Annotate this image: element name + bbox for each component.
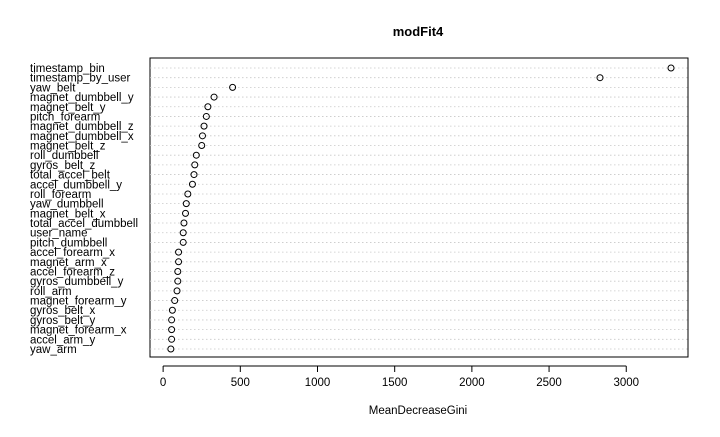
- data-point: [184, 190, 192, 198]
- data-points: [167, 64, 675, 353]
- data-point: [210, 93, 218, 101]
- data-point: [667, 64, 675, 72]
- category-label: gyros_belt_x: [30, 305, 95, 317]
- data-point: [168, 306, 176, 314]
- category-label: total_accel_dumbbell: [30, 218, 138, 230]
- data-point: [168, 335, 176, 343]
- category-label: roll_arm: [30, 286, 72, 298]
- category-label: total_accel_belt: [30, 170, 111, 182]
- category-label: pitch_dumbbell: [30, 237, 107, 249]
- data-point: [180, 219, 188, 227]
- category-label: yaw_arm: [30, 344, 77, 356]
- data-point: [204, 103, 212, 111]
- category-label: pitch_forearm: [30, 111, 100, 123]
- category-label: accel_dumbbell_y: [30, 179, 122, 191]
- category-label: accel_forearm_x: [30, 247, 115, 259]
- category-label: roll_forearm: [30, 189, 91, 201]
- category-label: magnet_belt_x: [30, 208, 106, 220]
- category-label: timestamp_by_user: [30, 73, 131, 85]
- data-point: [182, 209, 190, 217]
- data-point: [174, 267, 182, 275]
- chart-title: modFit4: [393, 24, 444, 39]
- category-label: gyros_belt_z: [30, 160, 95, 172]
- category-label: yaw_belt: [30, 82, 76, 94]
- data-point: [192, 151, 200, 159]
- data-point: [168, 316, 176, 324]
- category-label: gyros_dumbbell_y: [30, 276, 124, 288]
- data-point: [190, 171, 198, 179]
- category-label: magnet_dumbbell_y: [30, 92, 134, 104]
- category-label: timestamp_bin: [30, 63, 105, 75]
- data-point: [179, 229, 187, 237]
- category-label: magnet_arm_x: [30, 257, 107, 269]
- category-label: magnet_forearm_x: [30, 325, 127, 337]
- category-label: gyros_belt_y: [30, 315, 95, 327]
- category-label: magnet_belt_z: [30, 141, 106, 153]
- data-point: [596, 74, 604, 82]
- category-label: magnet_forearm_y: [30, 296, 127, 308]
- data-point: [188, 180, 196, 188]
- x-tick-label: 3000: [613, 377, 639, 389]
- category-label: yaw_dumbbell: [30, 199, 104, 211]
- data-point: [167, 345, 175, 353]
- data-point: [173, 287, 181, 295]
- data-point: [202, 112, 210, 120]
- x-tick-label: 0: [160, 377, 166, 389]
- x-axis: 0 500 1000 1500 2000 2500 3000: [160, 365, 639, 389]
- x-tick-label: 2500: [536, 377, 562, 389]
- data-point: [174, 277, 182, 285]
- data-point: [200, 122, 208, 130]
- category-label: magnet_belt_y: [30, 102, 106, 114]
- data-point: [229, 83, 237, 91]
- gridlines: [150, 67, 688, 350]
- data-point: [182, 200, 190, 208]
- category-label: roll_dumbbell: [30, 150, 98, 162]
- data-point: [191, 161, 199, 169]
- data-point: [171, 297, 179, 305]
- data-point: [168, 326, 176, 334]
- data-point: [175, 248, 183, 256]
- category-label: user_name: [30, 228, 88, 240]
- plot-frame: [149, 57, 689, 358]
- data-point: [179, 238, 187, 246]
- category-label: magnet_dumbbell_z: [30, 121, 134, 133]
- category-labels: timestamp_bintimestamp_by_useryaw_beltma…: [30, 63, 138, 356]
- data-point: [175, 258, 183, 266]
- x-tick-label: 2000: [459, 377, 485, 389]
- x-axis-label: MeanDecreaseGini: [369, 405, 467, 417]
- data-point: [198, 142, 206, 150]
- x-tick-label: 1500: [382, 377, 408, 389]
- x-tick-label: 1000: [305, 377, 331, 389]
- category-label: accel_arm_y: [30, 334, 95, 346]
- x-tick-label: 500: [231, 377, 250, 389]
- data-point: [198, 132, 206, 140]
- category-label: accel_forearm_z: [30, 266, 115, 278]
- category-label: magnet_dumbbell_x: [30, 131, 134, 143]
